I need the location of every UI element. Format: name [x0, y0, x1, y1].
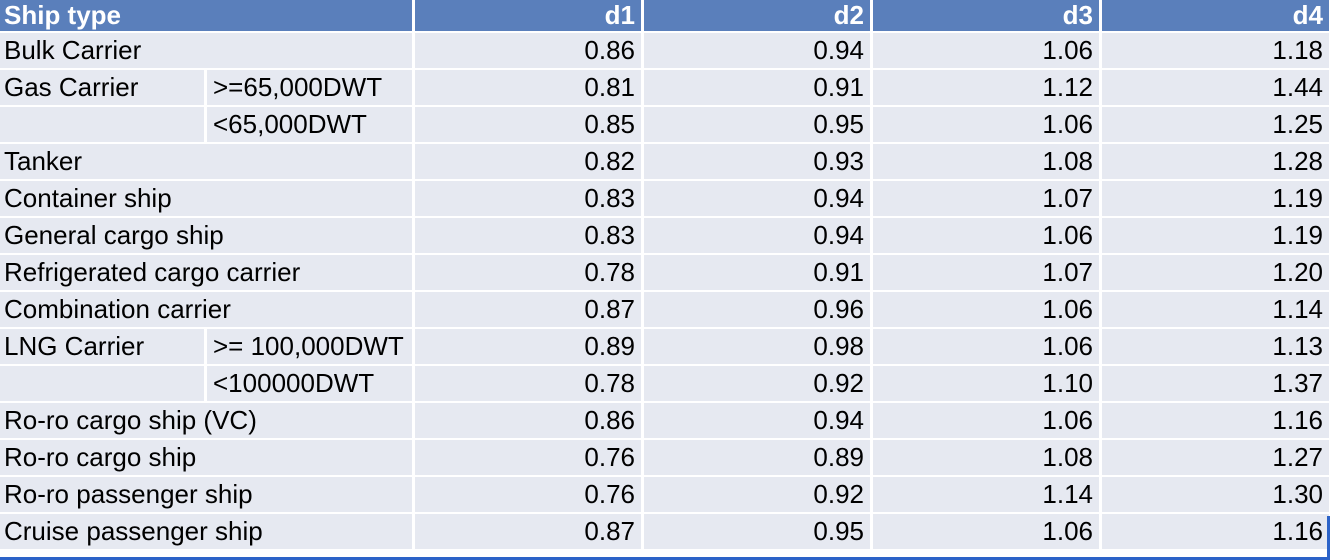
- d4-value-cell: 1.27: [1102, 440, 1332, 477]
- d3-value-cell: 1.10: [873, 366, 1103, 403]
- header-d1: d1: [415, 0, 645, 33]
- table-row: General cargo ship 0.83 0.94 1.06 1.19: [0, 218, 1332, 255]
- d4-value-cell: 1.25: [1102, 107, 1332, 144]
- table-row: LNG Carrier >= 100,000DWT 0.89 0.98 1.06 1.13: [0, 329, 1332, 366]
- table-header-row: Ship type d1 d2 d3 d4: [0, 0, 1332, 33]
- ship-type-cell: Combination carrier: [0, 292, 416, 329]
- d4-value-cell: 1.16: [1102, 514, 1332, 551]
- table-row: Tanker 0.82 0.93 1.08 1.28: [0, 144, 1332, 181]
- ship-subtype-cell: <65,000DWT: [207, 107, 416, 144]
- ship-type-cell: Ro-ro cargo ship: [0, 440, 416, 477]
- table-row: Bulk Carrier 0.86 0.94 1.06 1.18: [0, 33, 1332, 70]
- d3-value-cell: 1.06: [873, 514, 1103, 551]
- d4-value-cell: 1.20: [1102, 255, 1332, 292]
- d3-value-cell: 1.08: [873, 144, 1103, 181]
- ship-type-cell: [0, 366, 207, 403]
- d2-value-cell: 0.94: [644, 403, 874, 440]
- d2-value-cell: 0.94: [644, 181, 874, 218]
- d1-value-cell: 0.87: [415, 514, 645, 551]
- d1-value-cell: 0.81: [415, 70, 645, 107]
- d4-value-cell: 1.30: [1102, 477, 1332, 514]
- table-row: Ro-ro cargo ship 0.76 0.89 1.08 1.27: [0, 440, 1332, 477]
- d2-value-cell: 0.94: [644, 218, 874, 255]
- d3-value-cell: 1.14: [873, 477, 1103, 514]
- d3-value-cell: 1.06: [873, 33, 1103, 70]
- d1-value-cell: 0.78: [415, 366, 645, 403]
- ship-type-cell: Container ship: [0, 181, 416, 218]
- header-d4: d4: [1102, 0, 1332, 33]
- d2-value-cell: 0.89: [644, 440, 874, 477]
- selection-edge-bottom: [0, 557, 1330, 560]
- d1-value-cell: 0.78: [415, 255, 645, 292]
- header-d3: d3: [873, 0, 1103, 33]
- ship-type-cell: Cruise passenger ship: [0, 514, 416, 551]
- ship-subtype-cell: <100000DWT: [207, 366, 416, 403]
- d1-value-cell: 0.82: [415, 144, 645, 181]
- d2-value-cell: 0.94: [644, 33, 874, 70]
- d1-value-cell: 0.85: [415, 107, 645, 144]
- table-row: <65,000DWT 0.85 0.95 1.06 1.25: [0, 107, 1332, 144]
- ship-type-cell: LNG Carrier: [0, 329, 207, 366]
- table-row: Ro-ro cargo ship (VC) 0.86 0.94 1.06 1.16: [0, 403, 1332, 440]
- d4-value-cell: 1.19: [1102, 218, 1332, 255]
- ship-type-cell: Tanker: [0, 144, 416, 181]
- d4-value-cell: 1.37: [1102, 366, 1332, 403]
- d4-value-cell: 1.44: [1102, 70, 1332, 107]
- d3-value-cell: 1.06: [873, 292, 1103, 329]
- d4-value-cell: 1.18: [1102, 33, 1332, 70]
- header-d2: d2: [644, 0, 874, 33]
- d2-value-cell: 0.95: [644, 107, 874, 144]
- ship-type-cell: Refrigerated cargo carrier: [0, 255, 416, 292]
- d2-value-cell: 0.98: [644, 329, 874, 366]
- d3-value-cell: 1.06: [873, 218, 1103, 255]
- d3-value-cell: 1.06: [873, 329, 1103, 366]
- ship-type-cell: [0, 107, 207, 144]
- ship-type-cell: General cargo ship: [0, 218, 416, 255]
- header-ship-type: Ship type: [0, 0, 416, 33]
- d4-value-cell: 1.19: [1102, 181, 1332, 218]
- d1-value-cell: 0.76: [415, 477, 645, 514]
- ship-type-cell: Ro-ro cargo ship (VC): [0, 403, 416, 440]
- ship-type-cell: Gas Carrier: [0, 70, 207, 107]
- table-row: Combination carrier 0.87 0.96 1.06 1.14: [0, 292, 1332, 329]
- d3-value-cell: 1.06: [873, 403, 1103, 440]
- d2-value-cell: 0.91: [644, 255, 874, 292]
- d1-value-cell: 0.86: [415, 403, 645, 440]
- d2-value-cell: 0.91: [644, 70, 874, 107]
- table-row: Ro-ro passenger ship 0.76 0.92 1.14 1.30: [0, 477, 1332, 514]
- table-row: Gas Carrier >=65,000DWT 0.81 0.91 1.12 1.44: [0, 70, 1332, 107]
- table-row: Cruise passenger ship 0.87 0.95 1.06 1.16: [0, 514, 1332, 551]
- d1-value-cell: 0.76: [415, 440, 645, 477]
- ship-type-cell: Ro-ro passenger ship: [0, 477, 416, 514]
- d1-value-cell: 0.83: [415, 218, 645, 255]
- d3-value-cell: 1.12: [873, 70, 1103, 107]
- d3-value-cell: 1.08: [873, 440, 1103, 477]
- d4-value-cell: 1.14: [1102, 292, 1332, 329]
- ship-type-cell: Bulk Carrier: [0, 33, 416, 70]
- d1-value-cell: 0.89: [415, 329, 645, 366]
- d2-value-cell: 0.92: [644, 366, 874, 403]
- d4-value-cell: 1.28: [1102, 144, 1332, 181]
- table-row: Refrigerated cargo carrier 0.78 0.91 1.07 1.…: [0, 255, 1332, 292]
- ship-subtype-cell: >= 100,000DWT: [207, 329, 416, 366]
- d1-value-cell: 0.87: [415, 292, 645, 329]
- table-row: <100000DWT 0.78 0.92 1.10 1.37: [0, 366, 1332, 403]
- d2-value-cell: 0.96: [644, 292, 874, 329]
- d4-value-cell: 1.16: [1102, 403, 1332, 440]
- ship-subtype-cell: >=65,000DWT: [207, 70, 416, 107]
- table-row: Container ship 0.83 0.94 1.07 1.19: [0, 181, 1332, 218]
- d2-value-cell: 0.95: [644, 514, 874, 551]
- d1-value-cell: 0.86: [415, 33, 645, 70]
- d2-value-cell: 0.93: [644, 144, 874, 181]
- d2-value-cell: 0.92: [644, 477, 874, 514]
- d4-value-cell: 1.13: [1102, 329, 1332, 366]
- selection-edge-right: [1327, 516, 1330, 560]
- d3-value-cell: 1.06: [873, 107, 1103, 144]
- d1-value-cell: 0.83: [415, 181, 645, 218]
- d3-value-cell: 1.07: [873, 255, 1103, 292]
- d3-value-cell: 1.07: [873, 181, 1103, 218]
